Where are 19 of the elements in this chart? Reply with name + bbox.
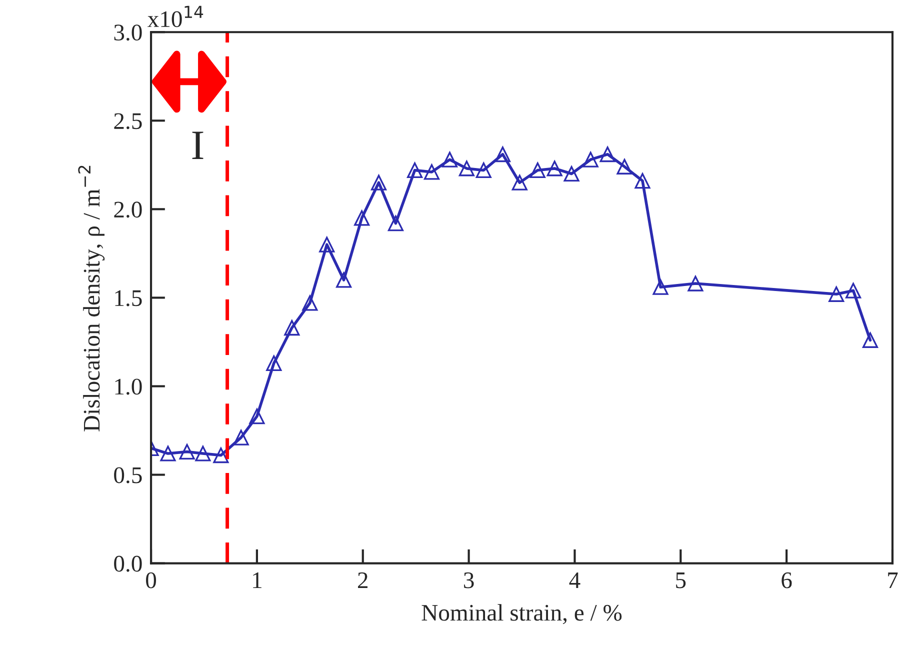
x-tick-label: 3 xyxy=(464,572,474,588)
x-tick-label: 6 xyxy=(782,572,792,588)
x-tick-label: 5 xyxy=(676,572,686,588)
x-axis-title: Nominal strain, e / % xyxy=(422,604,622,624)
x-tick-label: 0 xyxy=(146,572,156,588)
x-tick-label: 1 xyxy=(253,572,262,588)
x-tick-label: 2 xyxy=(358,572,368,588)
y-tick-label: 1.0 xyxy=(115,378,142,395)
y-axis-title: Dislocation density, ρ / m$^{−2}$ xyxy=(78,166,105,432)
y-tick-label: 2.0 xyxy=(114,202,142,218)
text: x10$^{14}$ xyxy=(148,6,204,28)
x-tick-label: 7 xyxy=(888,572,898,588)
y-tick-label: 3.0 xyxy=(114,24,142,41)
y-tick-label: 0.5 xyxy=(114,467,142,484)
y-tick-label: 1.5 xyxy=(115,290,142,306)
x-tick-label: 4 xyxy=(569,572,580,588)
y-tick-label: 0.0 xyxy=(114,556,142,572)
y-tick-label: 2.5 xyxy=(114,113,142,130)
annotation: I xyxy=(192,132,204,159)
